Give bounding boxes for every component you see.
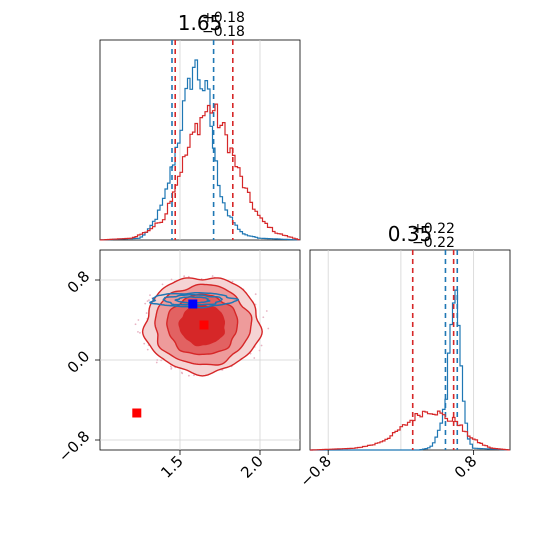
sample-point (267, 327, 270, 330)
sample-point (258, 349, 261, 352)
panel-top-left-histogram (99, 39, 301, 241)
blue-contours (149, 292, 240, 309)
sample-point (156, 359, 159, 361)
panel-bottom-right-histogram: −0.8 0.8 (297, 249, 511, 491)
sample-point (161, 283, 164, 286)
histogram-red (100, 103, 300, 241)
sample-point (187, 374, 190, 377)
sample-point (249, 352, 252, 355)
sample-point (146, 348, 149, 351)
blue-marker (188, 299, 198, 309)
y-tick-label: 0.0 (64, 347, 94, 377)
sample-point (253, 357, 256, 359)
sample-point (193, 374, 195, 377)
sample-point (183, 275, 186, 278)
x-tick-label: −0.8 (297, 452, 335, 490)
histogram-red (310, 410, 510, 451)
sample-point (181, 372, 184, 375)
panel-bottom-right-title: 0.35 (388, 222, 433, 246)
sample-point (231, 280, 234, 283)
red-marker (199, 320, 209, 330)
sample-point (146, 300, 149, 303)
sample-point (149, 294, 151, 297)
sample-point (139, 331, 141, 334)
x-tick-label: 1.5 (157, 452, 187, 482)
histogram-blue (100, 59, 300, 241)
blue-contour-level-1 (162, 294, 223, 306)
sample-point (265, 310, 268, 312)
panel-bottom-left-scatter: 1.5 2.0 0.8 0.0 −0.8 (55, 249, 301, 482)
panel-bottom-right-title-sub: −0.22 (412, 235, 455, 251)
panel-top-left-title-sup: +0.18 (202, 10, 245, 26)
y-tick-label: 0.8 (64, 267, 94, 297)
sample-point (144, 302, 147, 305)
sample-point (148, 299, 150, 302)
y-tick-label: −0.8 (55, 427, 93, 465)
sample-point (170, 278, 173, 281)
sample-point (155, 361, 158, 364)
histogram-blue (310, 289, 510, 451)
sample-point (211, 275, 214, 277)
red-marker-low (132, 408, 142, 418)
panel-top-left-series (100, 40, 300, 241)
sample-point (169, 365, 172, 368)
sample-point (137, 319, 140, 321)
panel-bottom-left-markers (132, 299, 209, 418)
sample-point (254, 293, 257, 296)
sample-point (170, 368, 173, 370)
x-tick-label: 2.0 (237, 452, 267, 482)
blue-contour-level-0 (149, 292, 240, 309)
sample-point (260, 344, 263, 347)
sample-point (143, 342, 146, 345)
panel-bottom-right-title-sup: +0.22 (412, 221, 455, 237)
panel-bottom-right-ticks: −0.8 0.8 (297, 450, 481, 491)
sample-point (187, 275, 190, 278)
sample-point (137, 330, 139, 333)
sample-point (160, 359, 163, 362)
blue-contour-level-2 (174, 296, 211, 305)
panel-top-left-title-sub: −0.18 (202, 24, 245, 40)
x-tick-label: 0.8 (451, 452, 481, 482)
panel-top-left-title: 1.65 (178, 11, 223, 35)
sample-point (262, 316, 265, 319)
panel-bottom-right-grid (327, 250, 475, 450)
sample-point (145, 312, 148, 314)
sample-point (134, 323, 137, 326)
panel-bottom-right-series (310, 250, 510, 451)
